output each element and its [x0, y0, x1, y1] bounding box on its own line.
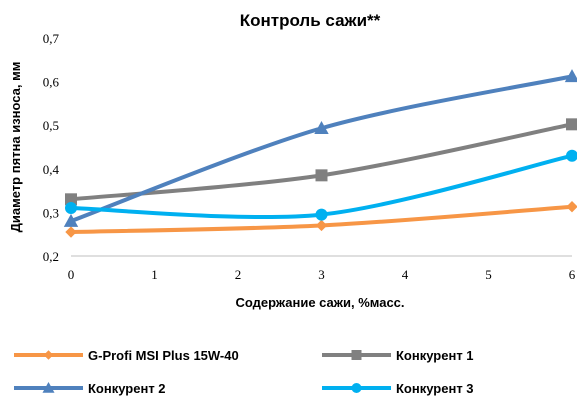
y-tick-label: 0,6 [43, 75, 60, 90]
series-line [69, 74, 574, 224]
x-tick-label: 0 [68, 267, 75, 282]
legend-label: Конкурент 1 [396, 348, 474, 363]
x-axis-label: Содержание сажи, %масс. [235, 295, 404, 310]
legend-marker [351, 350, 362, 360]
y-tick-labels: 0,2 0,3 0,4 0,5 0,6 0,7 [43, 31, 60, 264]
data-point [566, 118, 577, 131]
x-tick-labels: 0 1 2 3 4 5 6 [68, 267, 576, 282]
series-конкурент-3 [65, 149, 577, 221]
legend-label: Конкурент 3 [396, 381, 474, 396]
y-tick-label: 0,5 [43, 118, 59, 133]
legend-item: G-Profi MSI Plus 15W-40 [14, 348, 239, 363]
legend-item: Конкурент 1 [322, 348, 474, 363]
chart-title: Контроль сажи** [240, 11, 381, 30]
data-point [564, 69, 577, 83]
y-axis-label: Диаметр пятна износа, мм [8, 62, 23, 233]
series-g-profi-msi-plus-15w-40 [65, 201, 577, 238]
legend-label: Конкурент 2 [88, 381, 166, 396]
legend-label: G-Profi MSI Plus 15W-40 [88, 348, 239, 363]
x-tick-label: 5 [485, 267, 492, 282]
data-point [315, 208, 328, 221]
legend-marker [42, 382, 55, 393]
data-point [315, 219, 328, 232]
series-конкурент-1 [65, 118, 577, 206]
y-tick-label: 0,3 [43, 205, 59, 220]
data-point [315, 169, 328, 182]
series-line [69, 122, 574, 202]
y-tick-label: 0,4 [43, 162, 60, 177]
legend-item: Конкурент 3 [322, 381, 474, 396]
series-конкурент-2 [63, 69, 577, 227]
x-tick-label: 1 [151, 267, 158, 282]
data-point [63, 213, 79, 227]
data-point [566, 149, 577, 162]
legend: G-Profi MSI Plus 15W-40 Конкурент 1 Конкур… [14, 348, 474, 396]
data-point [65, 226, 77, 238]
y-tick-label: 0,7 [43, 31, 60, 46]
series-line [69, 153, 574, 220]
series-group [63, 69, 577, 238]
legend-item: Конкурент 2 [14, 381, 166, 396]
legend-marker [43, 350, 54, 360]
data-point [65, 202, 77, 215]
y-tick-label: 0,2 [43, 249, 59, 264]
x-tick-label: 3 [318, 267, 325, 282]
data-point [65, 193, 77, 206]
x-tick-label: 6 [569, 267, 576, 282]
x-tick-label: 4 [402, 267, 409, 282]
x-tick-label: 2 [235, 267, 242, 282]
legend-marker [351, 383, 362, 393]
data-point [314, 121, 329, 135]
data-point [566, 201, 577, 213]
